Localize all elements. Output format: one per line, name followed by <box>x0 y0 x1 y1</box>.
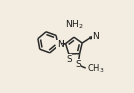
Text: S: S <box>66 55 72 64</box>
Text: S: S <box>75 60 81 69</box>
Text: CH$_3$: CH$_3$ <box>87 62 105 75</box>
Text: NH$_2$: NH$_2$ <box>65 19 84 31</box>
Text: +: + <box>59 39 66 48</box>
Text: N: N <box>57 40 63 49</box>
Text: N: N <box>93 32 99 41</box>
